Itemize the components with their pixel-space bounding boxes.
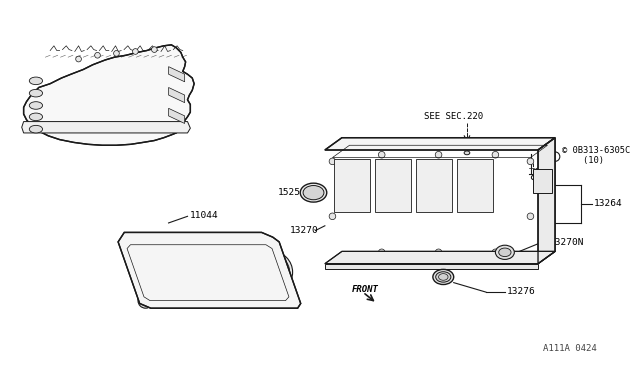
Circle shape <box>259 244 265 250</box>
Polygon shape <box>325 251 555 264</box>
Circle shape <box>204 236 211 244</box>
Circle shape <box>308 188 318 198</box>
Ellipse shape <box>303 186 324 200</box>
Circle shape <box>218 251 259 293</box>
Circle shape <box>465 176 484 195</box>
Circle shape <box>378 151 385 158</box>
Circle shape <box>435 249 442 256</box>
Polygon shape <box>325 264 538 269</box>
Circle shape <box>138 236 145 244</box>
Circle shape <box>76 56 81 62</box>
Polygon shape <box>24 45 194 145</box>
Polygon shape <box>168 87 185 103</box>
Text: 15255: 15255 <box>278 188 307 197</box>
Polygon shape <box>118 232 301 308</box>
Circle shape <box>152 291 158 297</box>
Ellipse shape <box>29 125 43 133</box>
Circle shape <box>170 236 178 244</box>
Circle shape <box>492 151 499 158</box>
Text: 11044: 11044 <box>189 211 218 220</box>
Circle shape <box>346 179 359 192</box>
Text: SEE SEC.220: SEE SEC.220 <box>424 112 483 121</box>
Circle shape <box>237 236 244 244</box>
Polygon shape <box>533 169 552 193</box>
Ellipse shape <box>300 183 327 202</box>
Circle shape <box>387 179 400 192</box>
Circle shape <box>169 300 177 307</box>
Circle shape <box>114 51 119 56</box>
Circle shape <box>251 251 292 293</box>
Text: 13270N: 13270N <box>549 238 584 247</box>
Polygon shape <box>375 160 411 212</box>
Circle shape <box>138 293 153 308</box>
Circle shape <box>435 151 442 158</box>
Circle shape <box>468 179 481 192</box>
Polygon shape <box>168 67 185 82</box>
Circle shape <box>276 291 282 297</box>
Text: 13270: 13270 <box>290 226 319 235</box>
Text: FRONT: FRONT <box>351 285 378 294</box>
Ellipse shape <box>464 151 470 155</box>
Polygon shape <box>168 108 185 124</box>
Circle shape <box>343 176 362 195</box>
Circle shape <box>329 213 336 219</box>
Ellipse shape <box>29 102 43 109</box>
Circle shape <box>152 47 157 52</box>
Circle shape <box>268 248 275 255</box>
Circle shape <box>378 249 385 256</box>
Circle shape <box>132 49 138 54</box>
Polygon shape <box>416 160 452 212</box>
Circle shape <box>95 52 100 58</box>
Circle shape <box>152 251 193 293</box>
Polygon shape <box>22 122 190 133</box>
Text: 13276: 13276 <box>507 287 536 296</box>
Ellipse shape <box>436 272 451 282</box>
Text: CUTOUT POSITION: CUTOUT POSITION <box>205 294 284 303</box>
Circle shape <box>424 176 444 195</box>
Ellipse shape <box>29 113 43 121</box>
Circle shape <box>527 213 534 219</box>
Circle shape <box>184 251 227 293</box>
Polygon shape <box>325 138 555 150</box>
Text: 13264: 13264 <box>594 199 623 208</box>
Circle shape <box>280 285 288 293</box>
Ellipse shape <box>495 245 515 259</box>
Polygon shape <box>538 138 555 264</box>
Circle shape <box>527 158 534 165</box>
Circle shape <box>329 158 336 165</box>
Circle shape <box>136 244 141 250</box>
Circle shape <box>136 285 143 293</box>
Ellipse shape <box>499 248 511 257</box>
Circle shape <box>427 179 440 192</box>
Circle shape <box>383 176 403 195</box>
Ellipse shape <box>29 89 43 97</box>
Text: © 0B313-6305C
    (10): © 0B313-6305C (10) <box>562 146 630 166</box>
Circle shape <box>492 249 499 256</box>
Ellipse shape <box>29 77 43 85</box>
Circle shape <box>122 248 130 255</box>
Circle shape <box>236 300 243 307</box>
Ellipse shape <box>433 269 454 285</box>
Text: A111A 0424: A111A 0424 <box>543 344 596 353</box>
Circle shape <box>202 300 210 307</box>
Polygon shape <box>334 160 371 212</box>
Polygon shape <box>456 160 493 212</box>
Circle shape <box>539 177 547 184</box>
Circle shape <box>269 300 276 307</box>
